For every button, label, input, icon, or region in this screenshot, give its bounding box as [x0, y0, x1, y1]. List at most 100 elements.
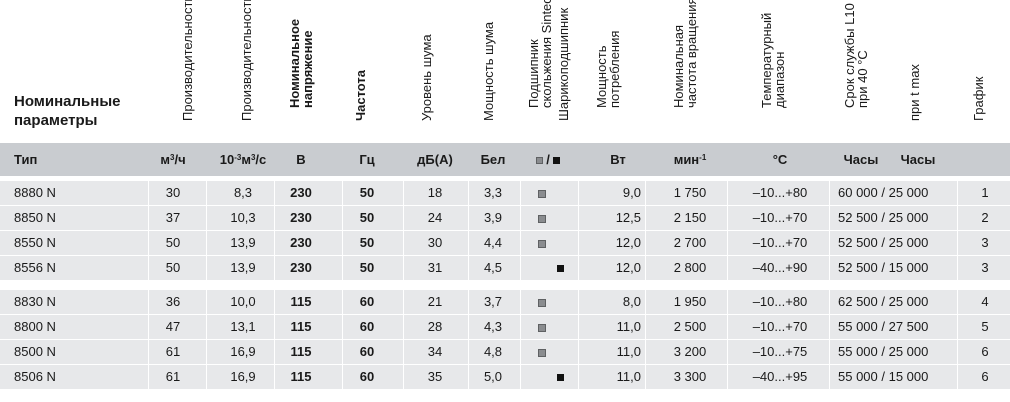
cell-bel: 4,3: [483, 319, 503, 334]
column-divider: [468, 256, 469, 280]
column-divider: [578, 181, 579, 205]
cell-type: 8830 N: [14, 294, 56, 309]
unit-rpm: мин-1: [673, 152, 707, 167]
column-header-bearing: Подшипник скольжения Sintec: [526, 0, 554, 134]
column-header-graph: График: [971, 4, 986, 134]
column-divider: [274, 256, 275, 280]
column-divider: [342, 315, 343, 339]
sleeve-bearing-icon: [538, 298, 546, 307]
cell-flow2: 13,9: [230, 260, 256, 275]
column-divider: [957, 290, 958, 314]
cell-graph: 5: [981, 319, 989, 334]
cell-voltage: 115: [290, 344, 312, 359]
column-divider: [645, 181, 646, 205]
column-divider: [148, 315, 149, 339]
column-divider: [578, 231, 579, 255]
cell-life: 55 000 / 27 500: [838, 319, 929, 334]
cell-power: 12,5: [615, 210, 641, 225]
cell-rpm: 1 950: [673, 294, 707, 309]
column-divider: [148, 340, 149, 364]
column-header-line: частота вращения: [684, 0, 699, 108]
column-divider: [403, 315, 404, 339]
unit-power: Вт: [610, 152, 626, 167]
column-header-line: Производительность: [239, 0, 254, 121]
cell-bel: 4,4: [483, 235, 503, 250]
column-header-power: Мощность потребления: [594, 4, 622, 134]
column-header-voltage: Номинальное напряжение: [287, 4, 315, 134]
column-header-flow1: Производительность: [180, 0, 195, 134]
cell-freq: 50: [359, 235, 375, 250]
cell-temp: –10...+70: [752, 235, 808, 250]
cell-freq: 60: [359, 319, 375, 334]
column-divider: [148, 365, 149, 389]
cell-noise: 21: [427, 294, 443, 309]
column-divider: [578, 206, 579, 230]
column-divider: [468, 315, 469, 339]
column-divider: [829, 181, 830, 205]
cell-flow2: 16,9: [230, 344, 256, 359]
column-header-line: диапазон: [772, 51, 787, 108]
cell-flow2: 13,9: [230, 235, 256, 250]
cell-voltage: 230: [290, 260, 312, 275]
column-divider: [342, 181, 343, 205]
column-divider: [645, 365, 646, 389]
cell-power: 9,0: [622, 185, 641, 200]
column-divider: [148, 256, 149, 280]
column-divider: [468, 340, 469, 364]
cell-type: 8550 N: [14, 235, 56, 250]
cell-bearing: [522, 256, 574, 280]
column-divider: [957, 340, 958, 364]
cell-voltage: 115: [290, 294, 312, 309]
column-divider: [578, 256, 579, 280]
cell-temp: –10...+80: [752, 294, 808, 309]
column-header-text: Номинальная частота вращения: [671, 0, 699, 108]
cell-bel: 4,8: [483, 344, 503, 359]
column-divider: [342, 256, 343, 280]
sleeve-bearing-icon: [538, 214, 546, 223]
column-divider: [403, 290, 404, 314]
cell-life: 62 500 / 25 000: [838, 294, 929, 309]
column-header-text: Производительность: [180, 0, 195, 121]
column-divider: [829, 365, 830, 389]
column-divider: [468, 290, 469, 314]
table-row: 8500 N 61 16,9 115 60 34 4,8 11,0 3 200 –10...+75…: [0, 340, 1010, 364]
column-divider: [206, 340, 207, 364]
column-divider: [957, 365, 958, 389]
cell-bearing: [522, 315, 574, 339]
cell-freq: 50: [359, 210, 375, 225]
column-header-text: Мощность потребления: [594, 31, 622, 108]
column-header-noise: Уровень шума: [419, 4, 434, 134]
column-divider: [148, 181, 149, 205]
cell-power: 12,0: [615, 260, 641, 275]
cell-power: 8,0: [622, 294, 641, 309]
cell-rpm: 2 500: [673, 319, 707, 334]
column-divider: [645, 256, 646, 280]
cell-type: 8850 N: [14, 210, 56, 225]
column-divider: [206, 206, 207, 230]
column-divider: [342, 206, 343, 230]
column-header-temp: Температурный диапазон: [759, 4, 787, 134]
cell-bearing: [522, 340, 574, 364]
cell-noise: 30: [427, 235, 443, 250]
column-divider: [274, 290, 275, 314]
column-divider: [957, 181, 958, 205]
column-divider: [829, 340, 830, 364]
cell-rpm: 2 150: [673, 210, 707, 225]
column-divider: [403, 365, 404, 389]
column-header-life: Срок службы L10 при 40 °C: [842, 3, 870, 134]
cell-flow1: 37: [165, 210, 181, 225]
column-header-text: Температурный диапазон: [759, 13, 787, 108]
column-divider: [957, 315, 958, 339]
column-divider: [206, 231, 207, 255]
cell-flow2: 10,3: [230, 210, 256, 225]
unit-voltage: В: [296, 152, 306, 167]
column-divider: [274, 206, 275, 230]
cell-temp: –10...+70: [752, 319, 808, 334]
cell-noise: 18: [427, 185, 443, 200]
column-divider: [468, 206, 469, 230]
cell-flow2: 16,9: [230, 369, 256, 384]
cell-life: 52 500 / 15 000: [838, 260, 929, 275]
cell-flow2: 8,3: [233, 185, 253, 200]
column-divider: [520, 290, 521, 314]
cell-graph: 3: [981, 235, 989, 250]
